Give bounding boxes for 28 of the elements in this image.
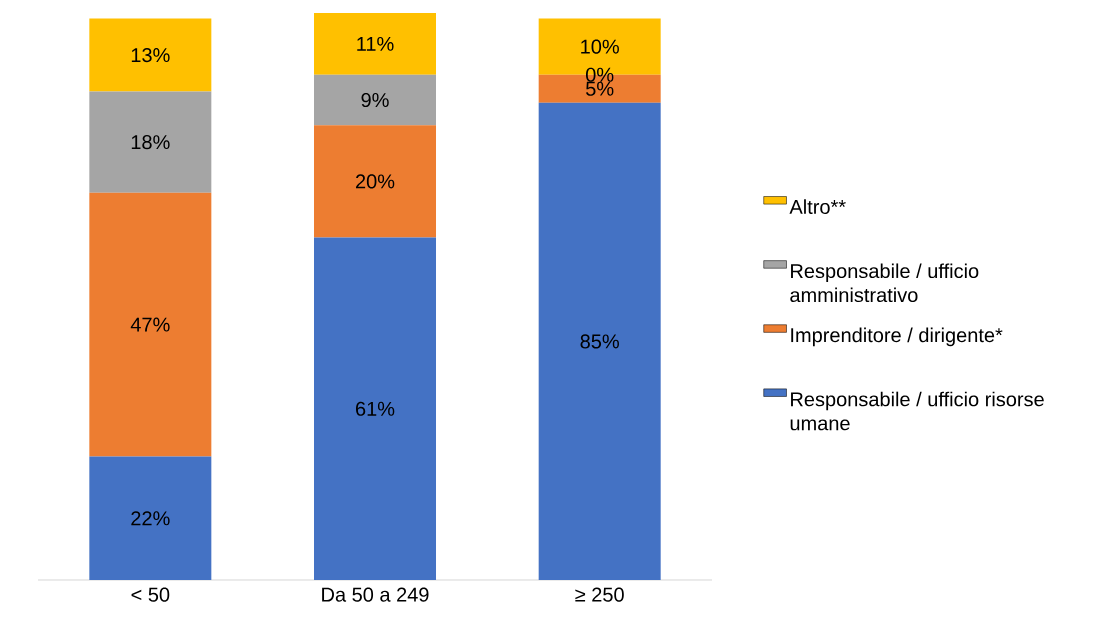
bar — [314, 237, 437, 580]
data-label: 13% — [131, 48, 170, 63]
data-label: 61% — [356, 401, 395, 416]
legend-label: Responsabile / ufficio amministrativo — [790, 263, 979, 303]
data-label: 9% — [361, 92, 389, 108]
data-label: 22% — [131, 511, 170, 526]
bar — [89, 456, 212, 580]
bar — [538, 102, 661, 580]
x-tick-label: ≥ 250 — [575, 587, 624, 602]
data-label: 5% — [586, 81, 614, 96]
data-label: 18% — [131, 135, 170, 150]
data-label: 0% — [586, 67, 614, 82]
data-label: 20% — [356, 174, 395, 189]
data-label: 85% — [580, 334, 619, 349]
data-label: 47% — [130, 317, 170, 332]
data-label: 11% — [357, 36, 394, 51]
data-label: 10% — [581, 39, 619, 54]
bar — [314, 74, 437, 126]
bar — [89, 18, 212, 92]
bar — [89, 192, 212, 457]
bar — [314, 12, 437, 75]
legend-label: Altro** — [789, 199, 846, 214]
x-tick-label: < 50 — [131, 587, 170, 602]
legend-label: Imprenditore / dirigente* — [791, 327, 1003, 347]
x-tick-label: Da 50 a 249 — [322, 587, 429, 602]
bar — [89, 91, 212, 193]
bar — [314, 125, 437, 238]
legend-label: Responsabile / ufficio risorse umane — [790, 391, 1044, 431]
